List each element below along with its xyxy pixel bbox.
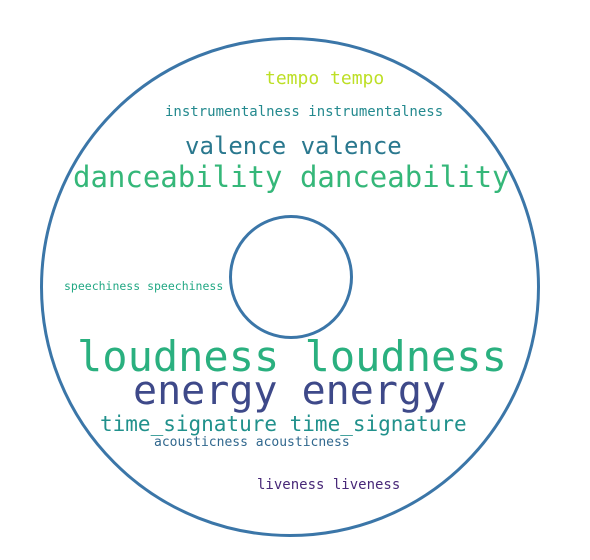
word-energy: energy energy [133, 368, 447, 414]
word-valence: valence valence [185, 132, 402, 160]
word-instrumentalness: instrumentalness instrumentalness [165, 104, 444, 120]
disc-center-hole [229, 215, 353, 339]
word-tempo: tempo tempo [265, 68, 385, 89]
word-acousticness: acousticness acousticness [154, 435, 350, 450]
word-loudness: loudness loudness [77, 332, 507, 381]
word-liveness: liveness liveness [257, 477, 401, 493]
word-danceability: danceability danceability [73, 160, 510, 194]
word-time-signature: time_signature time_signature [100, 412, 467, 436]
disc-outline [40, 37, 540, 537]
word-speechiness: speechiness speechiness [64, 279, 224, 293]
